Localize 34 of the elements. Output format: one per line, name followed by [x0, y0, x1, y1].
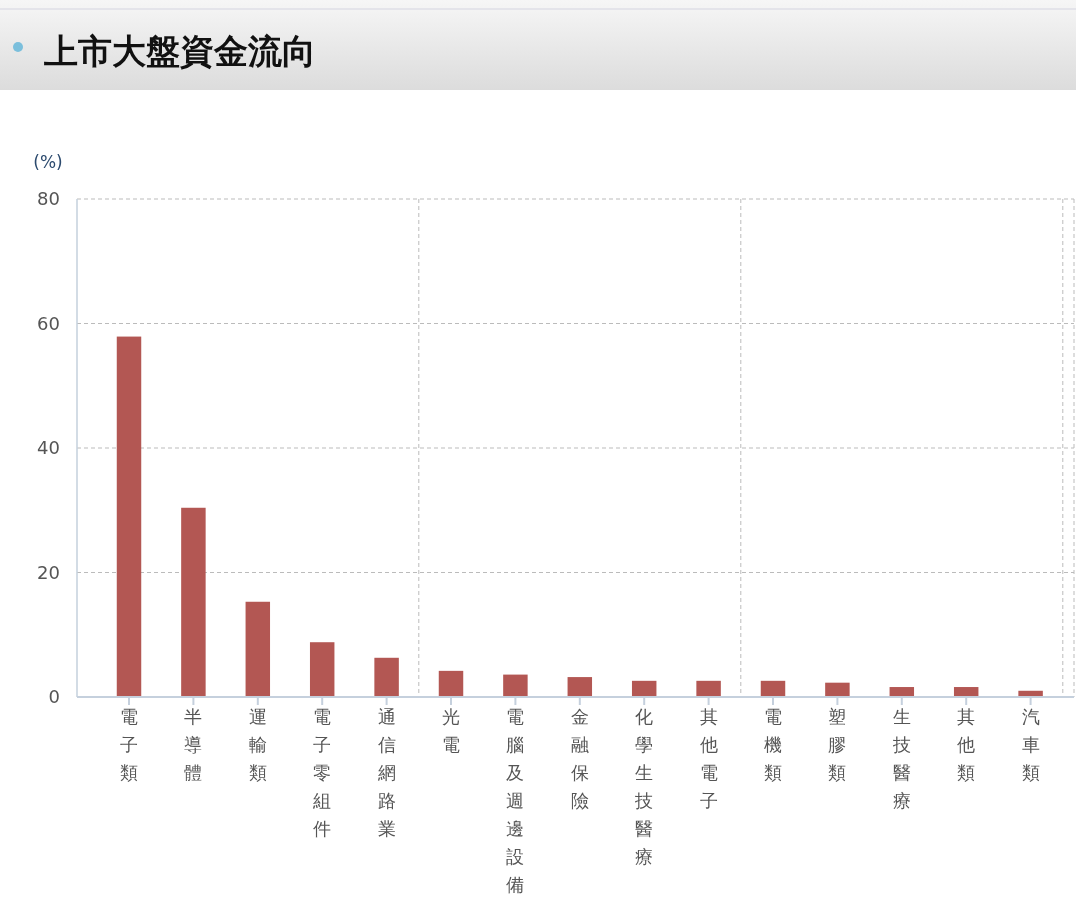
x-tick-label: 電子類 [120, 706, 138, 783]
chart-title: 上市大盤資金流向 [43, 31, 316, 71]
bar [825, 682, 850, 697]
x-tick-label: 化學生技醫療 [634, 706, 654, 867]
y-axis-title: (%) [33, 152, 63, 172]
x-tick-label: 汽車類 [1021, 706, 1040, 783]
bar [696, 680, 721, 697]
y-tick-label: 60 [37, 312, 60, 334]
x-tick-label: 電機類 [764, 706, 782, 783]
x-tick-label: 電子零組件 [312, 706, 332, 839]
y-tick-label: 80 [37, 188, 60, 210]
x-tick-label: 通信網路業 [376, 706, 396, 839]
bar [245, 601, 271, 697]
y-tick-label: 0 [48, 686, 60, 708]
y-tick-label: 20 [37, 561, 60, 583]
x-tick-label: 半導體 [184, 706, 203, 783]
x-tick-label: 塑膠類 [828, 706, 847, 783]
bar [567, 677, 593, 697]
bar [116, 336, 142, 697]
bar [181, 507, 206, 697]
bar [309, 642, 335, 697]
x-tick-label: 生技醫療 [891, 706, 911, 811]
bar [374, 657, 399, 697]
x-tick-label: 光電 [442, 706, 460, 755]
bar [631, 680, 657, 697]
x-tick-label: 其他電子 [699, 706, 718, 811]
y-tick-label: 40 [37, 437, 60, 459]
bar [760, 680, 786, 697]
bar [503, 674, 528, 697]
x-tick-label: 金融保險 [570, 706, 589, 811]
x-tick-label: 運輸類 [248, 706, 267, 783]
bar [438, 670, 464, 697]
x-tick-label: 其他類 [957, 706, 976, 783]
x-tick-label: 電腦及週邊設備 [506, 706, 525, 895]
